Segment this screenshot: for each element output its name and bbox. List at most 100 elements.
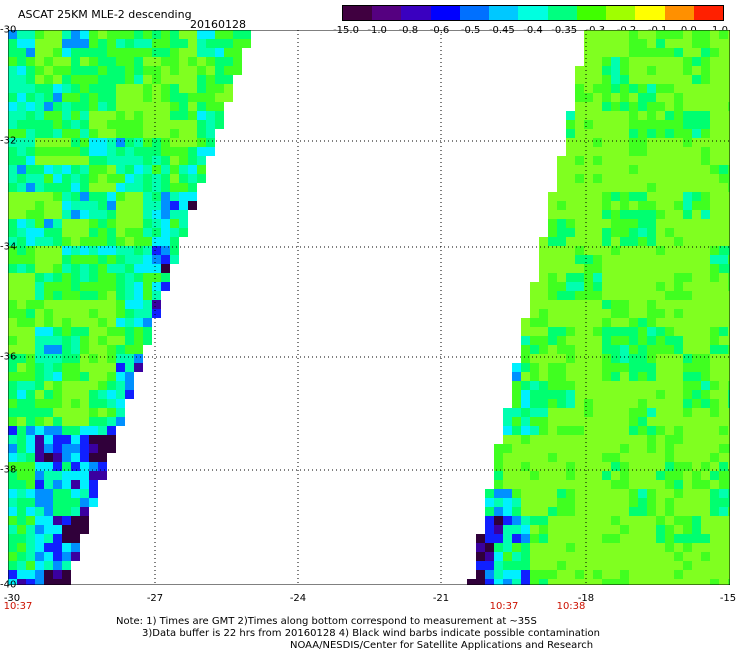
swath-cell <box>143 192 152 201</box>
swath-cell <box>548 390 557 399</box>
swath-cell <box>602 237 611 246</box>
swath-cell <box>557 561 566 570</box>
swath-cell <box>611 219 620 228</box>
swath-cell <box>701 417 710 426</box>
swath-cell <box>125 111 134 120</box>
swath-cell <box>701 84 710 93</box>
swath-cell <box>674 426 683 435</box>
swath-cell <box>44 120 53 129</box>
swath-cell <box>719 444 728 453</box>
swath-cell <box>53 318 62 327</box>
swath-cell <box>125 129 134 138</box>
swath-cell <box>62 165 71 174</box>
swath-cell <box>197 66 206 75</box>
swath-cell <box>674 552 683 561</box>
swath-cell <box>683 390 692 399</box>
swath-cell <box>62 336 71 345</box>
swath-cell <box>8 156 17 165</box>
swath-cell <box>629 543 638 552</box>
swath-cell <box>476 561 485 570</box>
swath-cell <box>611 282 620 291</box>
swath-cell <box>692 309 701 318</box>
swath-cell <box>98 156 107 165</box>
swath-cell <box>710 30 719 39</box>
swath-cell <box>593 165 602 174</box>
swath-cell <box>521 318 530 327</box>
swath-cell <box>674 183 683 192</box>
swath-cell <box>17 264 26 273</box>
swath-cell <box>170 228 179 237</box>
swath-cell <box>557 435 566 444</box>
swath-cell <box>89 228 98 237</box>
swath-cell <box>656 57 665 66</box>
swath-cell <box>17 273 26 282</box>
swath-cell <box>692 282 701 291</box>
swath-cell <box>8 381 17 390</box>
swath-cell <box>674 291 683 300</box>
swath-cell <box>620 516 629 525</box>
swath-cell <box>17 417 26 426</box>
swath-cell <box>629 345 638 354</box>
swath-cell <box>710 147 719 156</box>
swath-cell <box>35 75 44 84</box>
swath-cell <box>593 327 602 336</box>
swath-cell <box>665 210 674 219</box>
swath-cell <box>566 498 575 507</box>
swath-cell <box>134 111 143 120</box>
swath-cell <box>548 210 557 219</box>
swath-cell <box>683 579 692 585</box>
swath-cell <box>44 471 53 480</box>
swath-cell <box>674 525 683 534</box>
swath-cell <box>629 93 638 102</box>
swath-cell <box>647 66 656 75</box>
swath-cell <box>539 237 548 246</box>
swath-cell <box>701 138 710 147</box>
swath-cell <box>197 57 206 66</box>
swath-cell <box>719 471 728 480</box>
swath-cell <box>62 237 71 246</box>
swath-cell <box>593 435 602 444</box>
swath-cell <box>143 264 152 273</box>
swath-cell <box>674 363 683 372</box>
swath-cell <box>125 390 134 399</box>
swath-cell <box>674 561 683 570</box>
swath-cell <box>692 408 701 417</box>
swath-cell <box>26 264 35 273</box>
swath-cell <box>107 174 116 183</box>
swath-cell <box>494 570 503 579</box>
swath-cell <box>170 210 179 219</box>
swath-cell <box>107 300 116 309</box>
swath-cell <box>584 300 593 309</box>
swath-cell <box>629 300 638 309</box>
swath-cell <box>89 120 98 129</box>
swath-cell <box>53 138 62 147</box>
swath-cell <box>683 327 692 336</box>
swath-cell <box>215 84 224 93</box>
swath-cell <box>665 219 674 228</box>
swath-cell <box>674 309 683 318</box>
swath-cell <box>719 210 728 219</box>
swath-cell <box>674 174 683 183</box>
swath-cell <box>647 192 656 201</box>
swath-cell <box>26 174 35 183</box>
swath-cell <box>80 183 89 192</box>
swath-cell <box>638 228 647 237</box>
swath-cell <box>566 381 575 390</box>
swath-cell <box>26 345 35 354</box>
swath-cell <box>620 444 629 453</box>
swath-cell <box>692 480 701 489</box>
swath-cell <box>503 435 512 444</box>
swath-cell <box>116 408 125 417</box>
swath-cell <box>548 408 557 417</box>
swath-cell <box>8 165 17 174</box>
swath-cell <box>539 561 548 570</box>
swath-cell <box>674 444 683 453</box>
swath-cell <box>161 264 170 273</box>
swath-cell <box>692 561 701 570</box>
swath-cell <box>134 228 143 237</box>
swath-cell <box>80 363 89 372</box>
swath-cell <box>8 192 17 201</box>
swath-cell <box>89 345 98 354</box>
swath-cell <box>17 552 26 561</box>
swath-cell <box>719 372 728 381</box>
